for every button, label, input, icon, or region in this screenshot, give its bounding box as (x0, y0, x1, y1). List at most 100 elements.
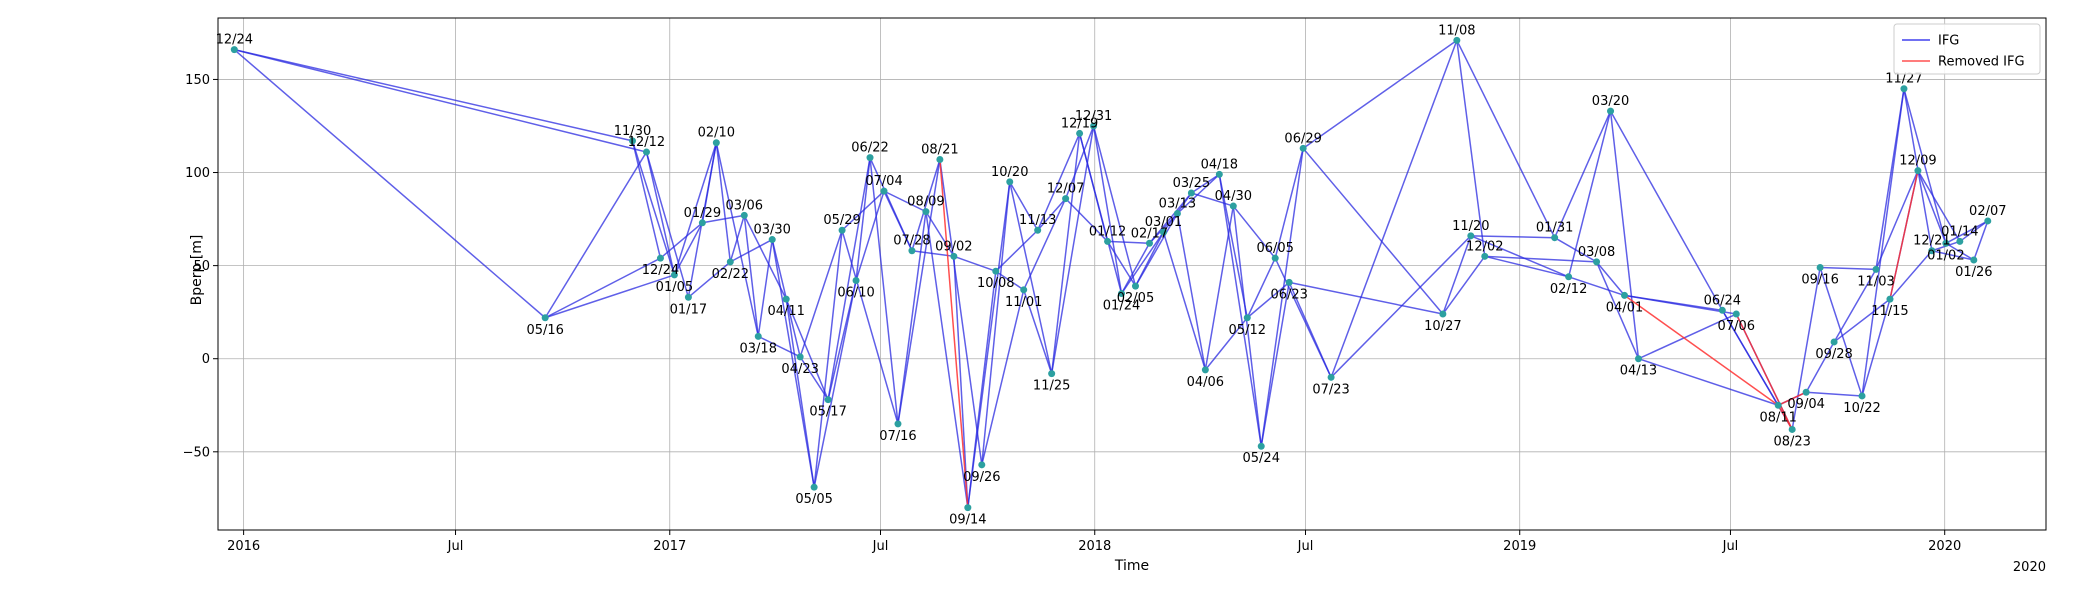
acquisition-point (1607, 107, 1615, 115)
acquisition-point (684, 293, 692, 301)
acquisition-point (1118, 290, 1126, 298)
ifg-edge (1092, 125, 1137, 287)
y-tick-label: 50 (193, 259, 210, 274)
ifg-edge (1330, 235, 1472, 378)
acquisition-date-label: 07/23 (1312, 382, 1349, 397)
acquisition-date-label: 11/13 (1019, 213, 1056, 228)
acquisition-point (1900, 85, 1908, 93)
acquisition-date-label: 04/13 (1620, 364, 1657, 379)
ifg-edge (757, 335, 801, 358)
ifg-edge (883, 190, 927, 213)
acquisition-date-label: 06/23 (1270, 287, 1307, 302)
ifg-edge (1470, 235, 1569, 278)
ifg-edge (645, 151, 690, 298)
ifg-edge (1945, 242, 1975, 261)
ifg-edge (1218, 174, 1249, 318)
acquisition-point (1802, 388, 1810, 396)
ifg-edge (855, 157, 871, 281)
ifg-edge (1204, 317, 1248, 371)
ifg-edge (813, 280, 857, 488)
acquisition-date-label: 09/26 (963, 470, 1000, 485)
removed-ifg-edge (1777, 391, 1807, 406)
acquisition-date-label: 12/24 (642, 263, 679, 278)
removed-ifg-edge (939, 159, 969, 508)
x-tick-label: 2018 (1078, 539, 1111, 554)
acquisition-date-label: 03/25 (1173, 176, 1210, 191)
acquisition-date-label: 06/29 (1284, 131, 1321, 146)
ifg-edge (1064, 125, 1095, 199)
acquisition-point (1076, 129, 1084, 137)
acquisition-date-label: 03/06 (726, 198, 763, 213)
acquisition-date-label: 01/17 (670, 302, 707, 317)
acquisition-point (1830, 338, 1838, 346)
y-tick-label: 150 (185, 73, 210, 88)
ifg-edge (1861, 88, 1905, 397)
x-tick-label: 2019 (1503, 539, 1536, 554)
acquisition-point (1732, 310, 1740, 318)
x-tick-label: Jul (447, 539, 464, 554)
x-tick-label: 2017 (653, 539, 686, 554)
x-axis-label: Time (1114, 558, 1149, 574)
acquisition-point (1062, 195, 1070, 203)
acquisition-date-label: 12/09 (1899, 154, 1936, 169)
acquisition-date-label: 12/21 (1913, 234, 1950, 249)
ifg-edge (1595, 261, 1626, 296)
acquisition-point (978, 461, 986, 469)
acquisition-point (1551, 234, 1559, 242)
acquisition-date-label: 02/05 (1117, 291, 1154, 306)
legend-box (1893, 23, 2041, 75)
ifg-edge (743, 215, 759, 337)
acquisition-date-label: 11/25 (1033, 379, 1070, 394)
acquisition-point (1090, 122, 1098, 130)
ifg-edge (1442, 235, 1472, 315)
acquisition-date-label: 04/23 (781, 362, 818, 377)
ifg-edge (1806, 391, 1863, 397)
acquisition-date-label: 07/16 (879, 429, 916, 444)
acquisition-point (936, 155, 944, 163)
ifg-edge (1120, 231, 1165, 294)
acquisition-date-label: 07/04 (865, 174, 902, 189)
ifg-edge (1595, 261, 1640, 360)
acquisition-date-label: 05/05 (795, 492, 832, 507)
acquisition-date-label: 10/08 (977, 276, 1014, 291)
acquisition-point (838, 226, 846, 234)
acquisition-date-label: 01/24 (1103, 299, 1140, 314)
acquisition-date-label: 02/10 (698, 126, 735, 141)
acquisition-date-label: 01/31 (1536, 221, 1573, 236)
ifg-edge (1078, 133, 1123, 294)
acquisition-point (1285, 278, 1293, 286)
ifg-edge (1567, 110, 1612, 277)
acquisition-date-label: 01/02 (1927, 248, 1964, 263)
acquisition-date-label: 11/08 (1438, 23, 1475, 38)
ifg-edge (1609, 111, 1640, 359)
acquisition-point (964, 504, 972, 512)
ifg-edge (925, 211, 969, 508)
ifg-edge (631, 140, 662, 259)
acquisition-date-label: 03/18 (740, 341, 777, 356)
ifg-edge (1050, 133, 1081, 374)
acquisition-point (880, 187, 888, 195)
legend: IFG Removed IFG (1893, 23, 2041, 75)
ifg-edge (981, 289, 1025, 466)
y-tick-label: −50 (183, 445, 210, 460)
ifg-edge (1903, 88, 1947, 244)
ifg-edge (1232, 205, 1262, 447)
ifg-edge (1820, 266, 1877, 271)
acquisition-date-label: 03/08 (1578, 245, 1615, 260)
acquisition-point (1788, 425, 1796, 433)
ifg-edge (1274, 148, 1304, 259)
ifg-edge (631, 140, 676, 276)
x-tick-label: Jul (1722, 539, 1739, 554)
acquisition-point (922, 208, 930, 216)
ifg-edge (1260, 148, 1304, 447)
acquisition-date-label: 10/27 (1424, 319, 1461, 334)
acquisition-point (852, 277, 860, 285)
acquisition-date-label: 12/12 (628, 135, 665, 150)
acquisition-date-label: 09/28 (1815, 347, 1852, 362)
y-tick-label: 100 (185, 166, 210, 181)
ifg-edge (1917, 170, 1961, 242)
ifg-edge (953, 255, 997, 272)
acquisition-date-label: 04/18 (1201, 157, 1238, 172)
acquisition-date-label: 01/14 (1941, 224, 1978, 239)
